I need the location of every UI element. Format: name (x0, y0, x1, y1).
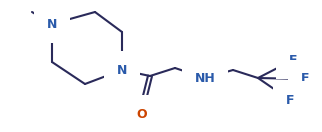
Text: F: F (286, 93, 294, 107)
Text: F: F (301, 72, 309, 86)
Text: NH: NH (194, 72, 215, 84)
Text: N: N (117, 63, 127, 77)
Text: N: N (47, 18, 57, 30)
Text: F: F (289, 53, 297, 67)
Text: O: O (137, 107, 147, 121)
